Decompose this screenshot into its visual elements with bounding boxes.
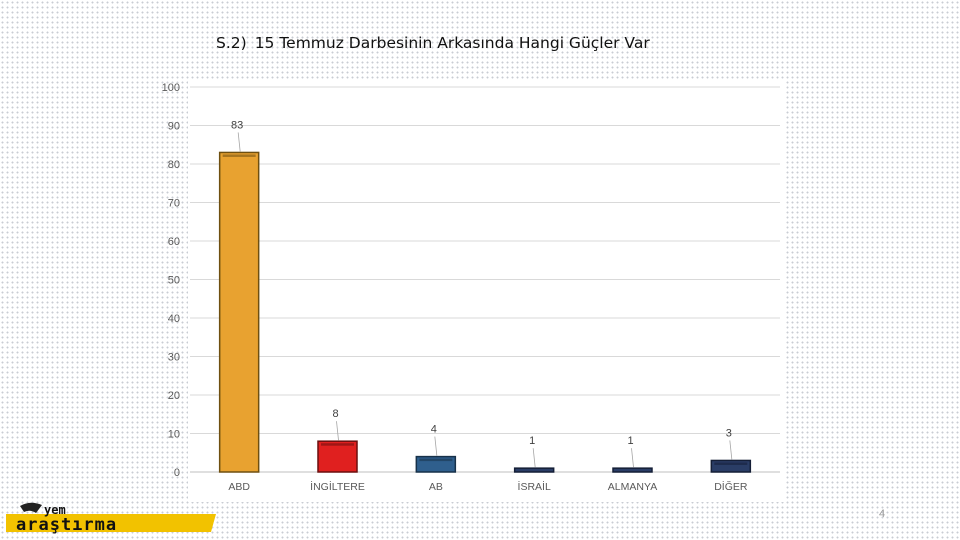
x-tick-label: AB	[429, 481, 443, 493]
data-label-leader	[434, 436, 438, 456]
logo-yellow-band	[6, 514, 216, 532]
bar	[710, 459, 752, 473]
chart-title: S.2) 15 Temmuz Darbesinin Arkasında Hangi…	[216, 34, 650, 52]
data-label: 4	[431, 424, 437, 436]
data-label: 3	[726, 427, 732, 439]
y-tick-label: 30	[168, 352, 180, 364]
data-label: 1	[627, 435, 633, 447]
bar-chart: 0 10 20 30 40 50 60 70 80 90 100 83 ABD 8 İNGİLTERE 4 AB…	[162, 82, 780, 493]
bar-bevel	[714, 462, 748, 465]
data-label: 8	[332, 408, 338, 420]
data-label: 1	[529, 435, 535, 447]
logo-mark-icon	[20, 502, 42, 513]
bar-bevel	[321, 443, 354, 446]
x-tick-label: İNGİLTERE	[310, 480, 365, 493]
y-tick-label: 60	[168, 236, 180, 248]
chart-area: 0 10 20 30 40 50 60 70 80 90 100 83 ABD 8 İNGİLTERE 4 AB…	[162, 80, 784, 502]
y-tick-label: 100	[162, 82, 180, 94]
y-tick-label: 90	[168, 121, 180, 133]
x-tick-label: DİĞER	[714, 480, 748, 493]
page-number: 4	[879, 508, 886, 520]
y-tick-label: 70	[168, 198, 180, 210]
y-tick-label: 10	[168, 429, 180, 441]
y-tick-label: 50	[168, 275, 180, 287]
y-tick-label: 0	[174, 467, 180, 479]
y-tick-label: 40	[168, 313, 180, 325]
y-tick-label: 80	[168, 159, 180, 171]
title-text: 15 Temmuz Darbesinin Arkasında Hangi Güç…	[254, 34, 650, 52]
bar-bevel	[419, 458, 453, 462]
data-label-leader	[631, 448, 634, 468]
data-label: 83	[231, 119, 243, 131]
data-label-leader	[729, 440, 733, 460]
y-tick-label: 20	[168, 390, 180, 402]
data-label-leader	[532, 448, 536, 468]
logo-text-bottom: araştırma	[16, 515, 117, 535]
yem-arastirma-logo: yem araştırma	[6, 502, 216, 535]
bar-bevel	[222, 154, 256, 157]
data-label-leader	[336, 421, 339, 441]
title-number: S.2)	[216, 34, 247, 52]
x-tick-label: ALMANYA	[608, 481, 657, 493]
bar	[317, 440, 358, 473]
data-label-leader	[237, 132, 241, 152]
x-tick-label: İSRAİL	[518, 480, 551, 493]
logo-text-top: yem	[44, 503, 66, 517]
bar	[612, 467, 653, 473]
bar	[513, 467, 555, 473]
bar	[218, 151, 260, 473]
x-tick-label: ABD	[228, 481, 250, 493]
